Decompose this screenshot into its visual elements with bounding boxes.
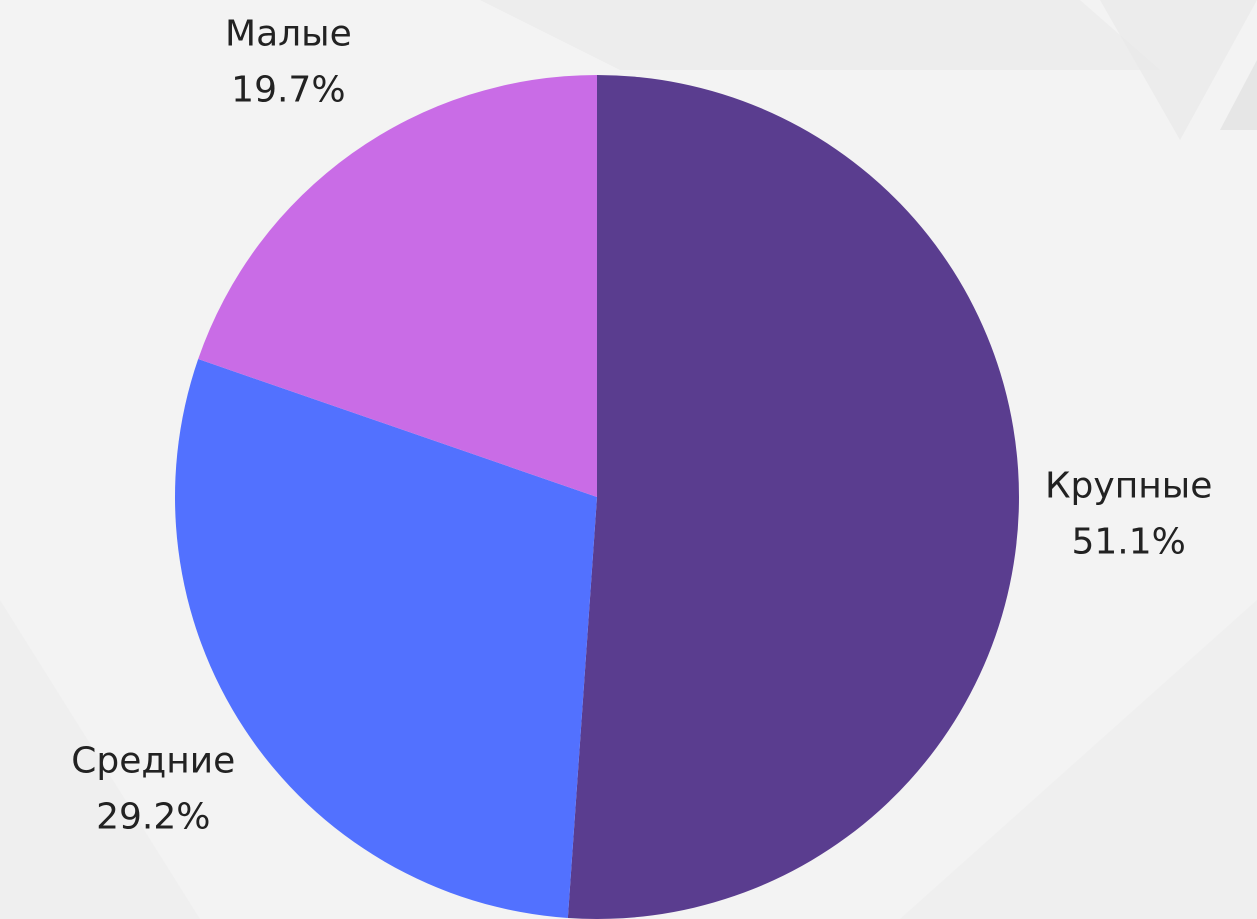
pie-slice xyxy=(198,74,597,497)
slice-value-label: 51.1% xyxy=(1071,521,1185,562)
slice-label: Крупные xyxy=(1045,465,1212,506)
slice-label: Средние xyxy=(71,740,235,781)
slice-value-label: 19.7% xyxy=(231,70,345,111)
pie-slice xyxy=(567,75,1019,919)
slice-value-label: 29.2% xyxy=(96,796,210,837)
pie-slice xyxy=(175,359,597,918)
slice-label: Малые xyxy=(225,14,352,55)
